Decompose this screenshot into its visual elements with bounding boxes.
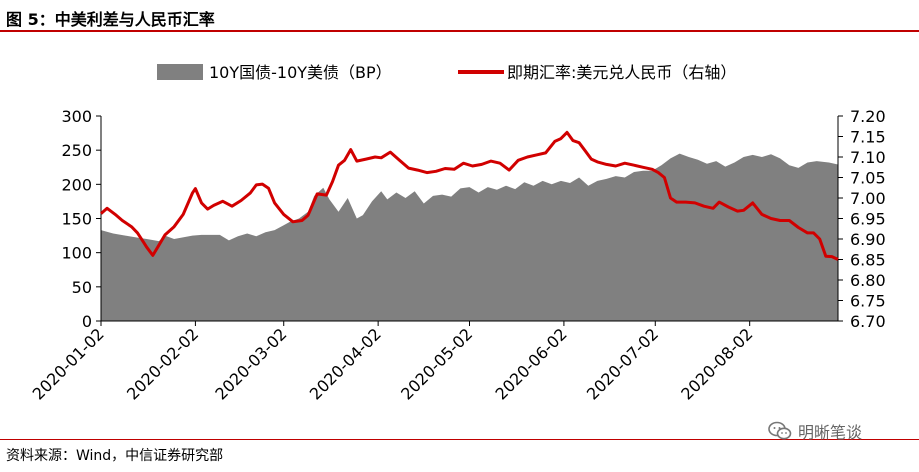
fx-rate-line-series <box>100 130 839 261</box>
right-y-tick-label: 6.75 <box>850 292 886 311</box>
left-y-tick-label: 50 <box>72 278 92 297</box>
right-y-tick-label: 7.10 <box>850 148 886 167</box>
spread-area-series <box>101 153 838 321</box>
title-bar: 图 5：中美利差与人民币汇率 <box>0 0 919 30</box>
source-note: 资料来源：Wind，中信证券研究部 <box>6 448 224 464</box>
watermark-text: 明晰笔谈 <box>798 423 863 442</box>
wechat-icon <box>768 421 792 440</box>
left-y-tick-label: 0 <box>82 312 92 331</box>
left-y-tick-label: 250 <box>61 141 92 160</box>
x-tick-label: 2020-08-02 <box>677 324 756 403</box>
chart-title: 图 5：中美利差与人民币汇率 <box>6 10 215 29</box>
right-y-tick-label: 6.85 <box>850 251 886 270</box>
x-tick-label: 2020-03-02 <box>211 324 290 403</box>
right-y-tick-label: 7.15 <box>850 128 886 147</box>
x-tick-label: 2020-01-02 <box>29 324 108 403</box>
x-tick-label: 2020-06-02 <box>492 324 571 403</box>
x-tick-label: 2020-07-02 <box>583 324 662 403</box>
left-y-tick-label: 100 <box>61 244 92 263</box>
legend-label-spread: 10Y国债-10Y美债（BP） <box>209 63 392 82</box>
left-y-tick-label: 200 <box>61 175 92 194</box>
legend-label-fx-rate: 即期汇率:美元兑人民币（右轴） <box>507 63 736 82</box>
source-divider <box>0 439 919 440</box>
x-tick-label: 2020-02-02 <box>123 324 202 403</box>
watermark: 明晰笔谈 <box>768 419 862 443</box>
x-tick-label: 2020-05-02 <box>397 324 476 403</box>
right-y-tick-label: 7.00 <box>850 189 886 208</box>
left-y-tick-label: 150 <box>61 210 92 229</box>
left-y-tick-label: 300 <box>61 107 92 126</box>
right-y-tick-label: 6.90 <box>850 230 886 249</box>
right-y-tick-label: 7.20 <box>850 107 886 126</box>
x-tick-label: 2020-04-02 <box>306 324 385 403</box>
title-divider <box>0 30 919 32</box>
right-y-tick-label: 7.05 <box>850 169 886 188</box>
right-y-tick-label: 6.70 <box>850 312 886 331</box>
legend-swatch-spread <box>157 64 203 80</box>
right-y-tick-label: 6.80 <box>850 271 886 290</box>
right-y-tick-label: 6.95 <box>850 210 886 229</box>
